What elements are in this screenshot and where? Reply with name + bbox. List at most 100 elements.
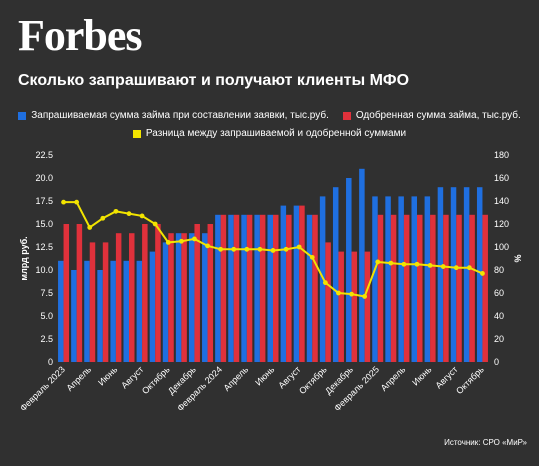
point-difference <box>178 238 184 244</box>
point-difference <box>218 246 224 252</box>
legend-swatch-requested <box>18 111 27 120</box>
point-difference <box>152 221 158 227</box>
bar-requested <box>84 260 90 362</box>
source-note: Источник: СРО «МиР» <box>444 438 527 447</box>
bar-requested <box>71 270 77 362</box>
bar-requested <box>162 242 169 362</box>
bar-requested <box>463 187 470 362</box>
point-difference <box>362 294 368 299</box>
bar-requested <box>346 178 352 362</box>
point-difference <box>453 265 459 271</box>
bar-approved <box>456 214 462 362</box>
y-tick-label: 5.0 <box>40 311 53 321</box>
bar-requested <box>58 260 64 362</box>
bar-approved <box>286 214 292 362</box>
bar-approved <box>299 205 305 362</box>
y2-tick-label: 120 <box>494 219 509 229</box>
bar-approved <box>377 214 384 362</box>
point-difference <box>296 244 302 250</box>
point-difference <box>257 246 263 252</box>
bar-approved <box>312 214 318 362</box>
bar-requested <box>175 233 182 362</box>
bar-requested <box>241 214 247 362</box>
bar-approved <box>338 251 344 362</box>
bar-approved <box>155 224 161 362</box>
point-difference <box>139 213 145 219</box>
legend-item-requested: Запрашиваемая сумма займа при составлени… <box>18 110 329 121</box>
bar-approved <box>142 224 148 362</box>
bar-approved <box>220 214 227 362</box>
y2-tick-label: 60 <box>494 288 504 298</box>
y2-tick-label: 40 <box>494 311 504 321</box>
point-difference <box>126 211 132 217</box>
bar-requested <box>424 196 431 362</box>
point-difference <box>336 290 341 296</box>
point-difference <box>205 243 210 249</box>
y-tick-label: 2.5 <box>40 334 53 344</box>
x-tick-label: Июнь <box>96 364 119 387</box>
point-difference <box>440 264 446 269</box>
point-difference <box>244 246 250 252</box>
bar-approved <box>443 214 449 362</box>
point-difference <box>427 263 433 268</box>
bar-approved <box>390 214 397 362</box>
bar-requested <box>110 260 116 362</box>
bar-requested <box>228 214 234 362</box>
point-difference <box>100 215 106 221</box>
bar-approved <box>430 214 436 362</box>
point-difference <box>283 246 289 252</box>
bar-requested <box>476 187 483 362</box>
bar-requested <box>332 187 339 362</box>
point-difference <box>349 291 354 297</box>
bar-requested <box>293 205 300 362</box>
point-difference <box>466 265 472 271</box>
bar-requested <box>136 260 143 362</box>
bar-requested <box>372 196 378 362</box>
bar-approved <box>469 214 475 362</box>
point-difference <box>270 248 276 253</box>
bar-approved <box>259 214 266 362</box>
bar-approved <box>403 214 410 362</box>
bar-approved <box>129 233 135 362</box>
y2-tick-label: 100 <box>494 242 509 252</box>
point-difference <box>165 240 171 245</box>
point-difference <box>480 271 485 276</box>
point-difference <box>87 225 93 230</box>
x-tick-label: Апрель <box>64 364 93 393</box>
bar-requested <box>385 196 391 362</box>
bar-approved <box>482 214 488 362</box>
x-tick-label: Апрель <box>222 364 251 393</box>
y-tick-label: 0 <box>48 357 53 367</box>
bar-requested <box>267 214 273 362</box>
bar-requested <box>215 214 221 362</box>
point-difference <box>192 236 197 242</box>
bar-approved <box>207 224 214 362</box>
y2-tick-label: 140 <box>494 196 509 206</box>
y2-axis-label: % <box>513 254 523 262</box>
y-tick-label: 17.5 <box>35 196 53 206</box>
point-difference <box>322 280 328 286</box>
point-difference <box>113 208 119 214</box>
bar-requested <box>254 214 260 362</box>
bar-requested <box>97 270 103 362</box>
bar-approved <box>115 233 122 362</box>
bar-requested <box>411 196 417 362</box>
y-tick-label: 12.5 <box>35 242 53 252</box>
bar-requested <box>149 251 156 362</box>
bar-requested <box>450 187 457 362</box>
bar-approved <box>102 242 109 362</box>
legend-label-difference: Разница между запрашиваемой и одобренной… <box>145 128 407 139</box>
bar-approved <box>168 233 174 362</box>
point-difference <box>74 199 80 205</box>
bar-approved <box>417 214 423 362</box>
bar-requested <box>306 214 313 362</box>
legend-label-requested: Запрашиваемая сумма займа при составлени… <box>31 110 329 121</box>
legend-swatch-difference <box>132 129 141 138</box>
legend-swatch-approved <box>342 111 351 120</box>
y-axis-label: млрд руб. <box>19 236 29 280</box>
bar-approved <box>325 242 331 362</box>
y2-tick-label: 160 <box>494 173 509 183</box>
bar-approved <box>63 224 70 362</box>
bar-requested <box>202 233 208 362</box>
bar-approved <box>89 242 96 362</box>
